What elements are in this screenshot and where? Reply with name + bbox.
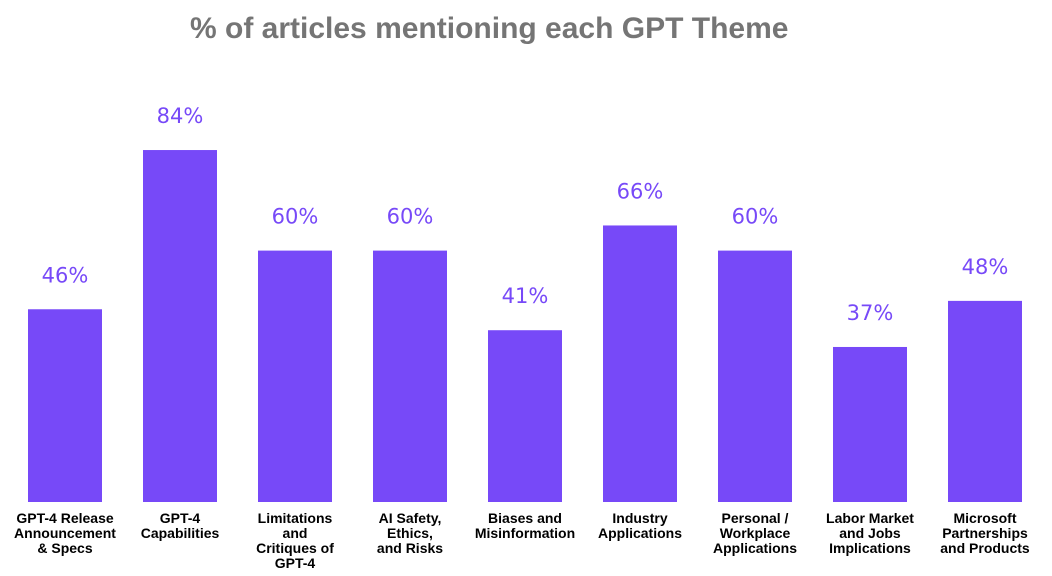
value-labels-layer: 46% 84% 60% 60% 41% 66% 60% 37% 48%: [42, 104, 1009, 325]
category-label: Limitations and Critiques of GPT-4: [256, 510, 334, 571]
category-label: Biases and Misinformation: [475, 510, 575, 541]
bar-value-label: 84%: [157, 104, 204, 128]
category-label: GPT-4 Release Announcement & Specs: [14, 510, 116, 556]
category-label-line: Personal /: [722, 510, 789, 526]
category-label-line: Workplace: [720, 525, 791, 541]
bar-value-label: 60%: [732, 205, 779, 229]
category-label-line: and Products: [940, 540, 1030, 556]
bar: [488, 330, 562, 502]
bar-value-label: 41%: [502, 284, 549, 308]
category-label-line: and: [283, 525, 308, 541]
category-label-line: GPT-4 Release: [16, 510, 113, 526]
bar: [603, 225, 677, 502]
category-label-line: AI Safety,: [379, 510, 442, 526]
bar-value-label: 46%: [42, 263, 89, 287]
category-label: Personal / Workplace Applications: [713, 510, 797, 556]
bar-value-label: 66%: [617, 179, 664, 203]
category-label-line: Misinformation: [475, 525, 575, 541]
bar-value-label: 60%: [272, 205, 319, 229]
category-label-line: Industry: [612, 510, 667, 526]
category-label-line: Implications: [829, 540, 911, 556]
bar: [143, 150, 217, 503]
category-label-line: and Risks: [377, 540, 443, 556]
bar: [258, 250, 332, 502]
chart-title: % of articles mentioning each GPT Theme: [190, 12, 789, 45]
category-label: GPT-4 Capabilities: [141, 510, 220, 541]
category-label-line: Announcement: [14, 525, 116, 541]
category-label-line: GPT-4: [160, 510, 201, 526]
bar-value-label: 60%: [387, 205, 434, 229]
category-label-line: Limitations: [258, 510, 333, 526]
category-label-line: Biases and: [488, 510, 562, 526]
bar-value-label: 48%: [962, 255, 1009, 279]
bar: [948, 300, 1022, 502]
category-label-line: Critiques of: [256, 540, 334, 556]
bar: [718, 250, 792, 502]
category-label: Labor Market and Jobs Implications: [826, 510, 914, 556]
bar: [28, 309, 102, 502]
category-label-line: Ethics,: [387, 525, 433, 541]
category-label-line: GPT-4: [275, 555, 316, 571]
category-label-line: and Jobs: [839, 525, 901, 541]
category-label: Industry Applications: [598, 510, 682, 541]
category-label-line: Applications: [598, 525, 682, 541]
category-label-line: & Specs: [37, 540, 92, 556]
bar: [373, 250, 447, 502]
bar-value-label: 37%: [847, 301, 894, 325]
category-label-line: Applications: [713, 540, 797, 556]
category-label-line: Capabilities: [141, 525, 220, 541]
category-label: Microsoft Partnerships and Products: [940, 510, 1030, 556]
category-label-line: Partnerships: [942, 525, 1028, 541]
category-label: AI Safety, Ethics, and Risks: [377, 510, 443, 556]
category-label-line: Microsoft: [954, 510, 1017, 526]
bars-layer: [28, 150, 1022, 503]
category-label-line: Labor Market: [826, 510, 914, 526]
bar: [833, 346, 907, 502]
